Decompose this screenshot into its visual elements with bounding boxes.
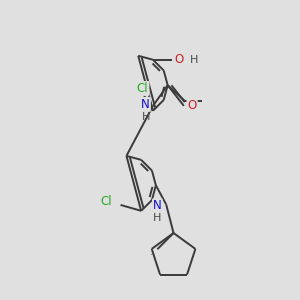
Text: Cl: Cl — [137, 82, 148, 95]
Text: O: O — [188, 99, 197, 112]
Text: Cl: Cl — [100, 196, 112, 208]
Text: methyl: methyl — [151, 253, 155, 254]
Text: N: N — [141, 98, 150, 111]
Text: H: H — [153, 213, 161, 223]
Text: O: O — [174, 53, 183, 66]
Text: H: H — [141, 112, 150, 122]
Text: N: N — [153, 200, 162, 212]
Text: H: H — [190, 55, 199, 65]
